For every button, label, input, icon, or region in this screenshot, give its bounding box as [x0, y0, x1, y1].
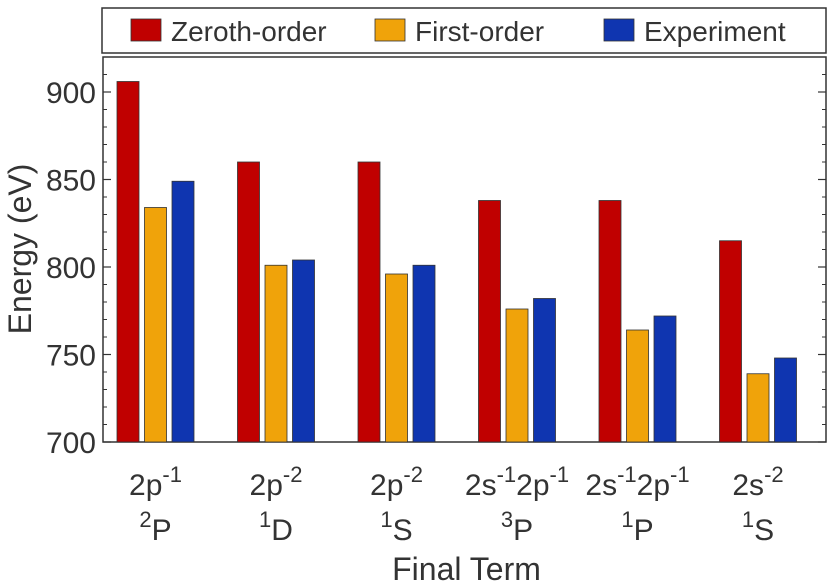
plot-frame [102, 56, 827, 443]
superscript: 1 [380, 507, 392, 532]
x-tick-label-term: 1S [742, 507, 774, 547]
label-part: 2s [465, 469, 497, 502]
superscript: -1 [550, 462, 570, 487]
bar-experiment-2 [412, 264, 436, 443]
x-tick-label-config: 2p-2 [250, 462, 303, 502]
label-part: P [152, 514, 172, 547]
bar-zeroth-order-3 [478, 200, 501, 443]
legend-swatch [603, 18, 635, 42]
x-tick-label-term: 2P [139, 507, 171, 547]
bar-zeroth-order-5 [719, 240, 742, 443]
superscript: -2 [403, 462, 423, 487]
bar-experiment-5 [774, 357, 797, 443]
legend-swatch [130, 18, 162, 42]
label-part: 2p [250, 469, 283, 502]
superscript: 1 [621, 507, 633, 532]
x-tick-label-config: 2s-12p-1 [585, 462, 689, 502]
x-tick-label-term: 3P [501, 507, 533, 547]
label-part: D [271, 514, 293, 547]
x-tick-label-term: 1D [259, 507, 293, 547]
bar-zeroth-order-2 [357, 161, 381, 443]
y-tick-label: 900 [46, 77, 96, 110]
label-part: S [754, 514, 774, 547]
bar-experiment-4 [653, 315, 677, 443]
bar-first-order-3 [505, 308, 529, 443]
bar-first-order-0 [144, 207, 167, 443]
label-part: 2s [732, 469, 764, 502]
superscript: -1 [162, 462, 182, 487]
bar-zeroth-order-1 [237, 161, 260, 443]
x-tick-label-config: 2p-2 [370, 462, 423, 502]
bar-first-order-1 [264, 264, 288, 443]
x-tick-label-config: 2p-1 [129, 462, 182, 502]
x-axis-label: Final Term [392, 551, 541, 587]
y-axis: 700 750 800 850 900 [46, 74, 826, 460]
superscript: -2 [764, 462, 784, 487]
x-axis: 2p-12P2p-21D2p-21S2s-12p-13P2s-12p-11P2s… [129, 462, 784, 547]
superscript: 2 [139, 507, 151, 532]
label-part: P [513, 514, 533, 547]
legend-label: First-order [415, 16, 544, 47]
label-part: 2p [370, 469, 403, 502]
bar-first-order-4 [626, 329, 649, 443]
y-tick-label: 750 [46, 340, 96, 373]
bar-experiment-0 [171, 180, 195, 443]
label-part: S [393, 514, 413, 547]
superscript: -2 [283, 462, 303, 487]
x-tick-label-config: 2s-12p-1 [465, 462, 569, 502]
superscript: 1 [259, 507, 271, 532]
bars [116, 81, 797, 443]
label-part: 2p [129, 469, 162, 502]
bar-zeroth-order-0 [116, 81, 140, 443]
label-part: 2p [637, 469, 670, 502]
y-axis-label: Energy (eV) [2, 164, 38, 335]
label-part: P [634, 514, 654, 547]
legend: Zeroth-order First-order Experiment [101, 7, 827, 54]
bar-first-order-5 [746, 373, 770, 443]
bar-experiment-3 [533, 298, 556, 443]
bar-first-order-2 [385, 273, 408, 443]
x-tick-label-config: 2s-2 [732, 462, 783, 502]
legend-swatch [374, 18, 406, 42]
y-tick-label: 700 [46, 427, 96, 460]
bar-experiment-1 [292, 259, 315, 443]
superscript: -1 [497, 462, 517, 487]
bar-zeroth-order-4 [598, 200, 622, 443]
superscript: 1 [742, 507, 754, 532]
label-part: 2p [516, 469, 549, 502]
superscript: -1 [617, 462, 637, 487]
legend-label: Zeroth-order [171, 16, 327, 47]
x-tick-label-term: 1S [380, 507, 412, 547]
label-part: 2s [585, 469, 617, 502]
x-tick-label-term: 1P [621, 507, 653, 547]
legend-box [101, 7, 827, 54]
y-tick-label: 850 [46, 165, 96, 198]
y-tick-label: 800 [46, 252, 96, 285]
superscript: -1 [670, 462, 690, 487]
superscript: 3 [501, 507, 513, 532]
legend-label: Experiment [644, 16, 786, 47]
